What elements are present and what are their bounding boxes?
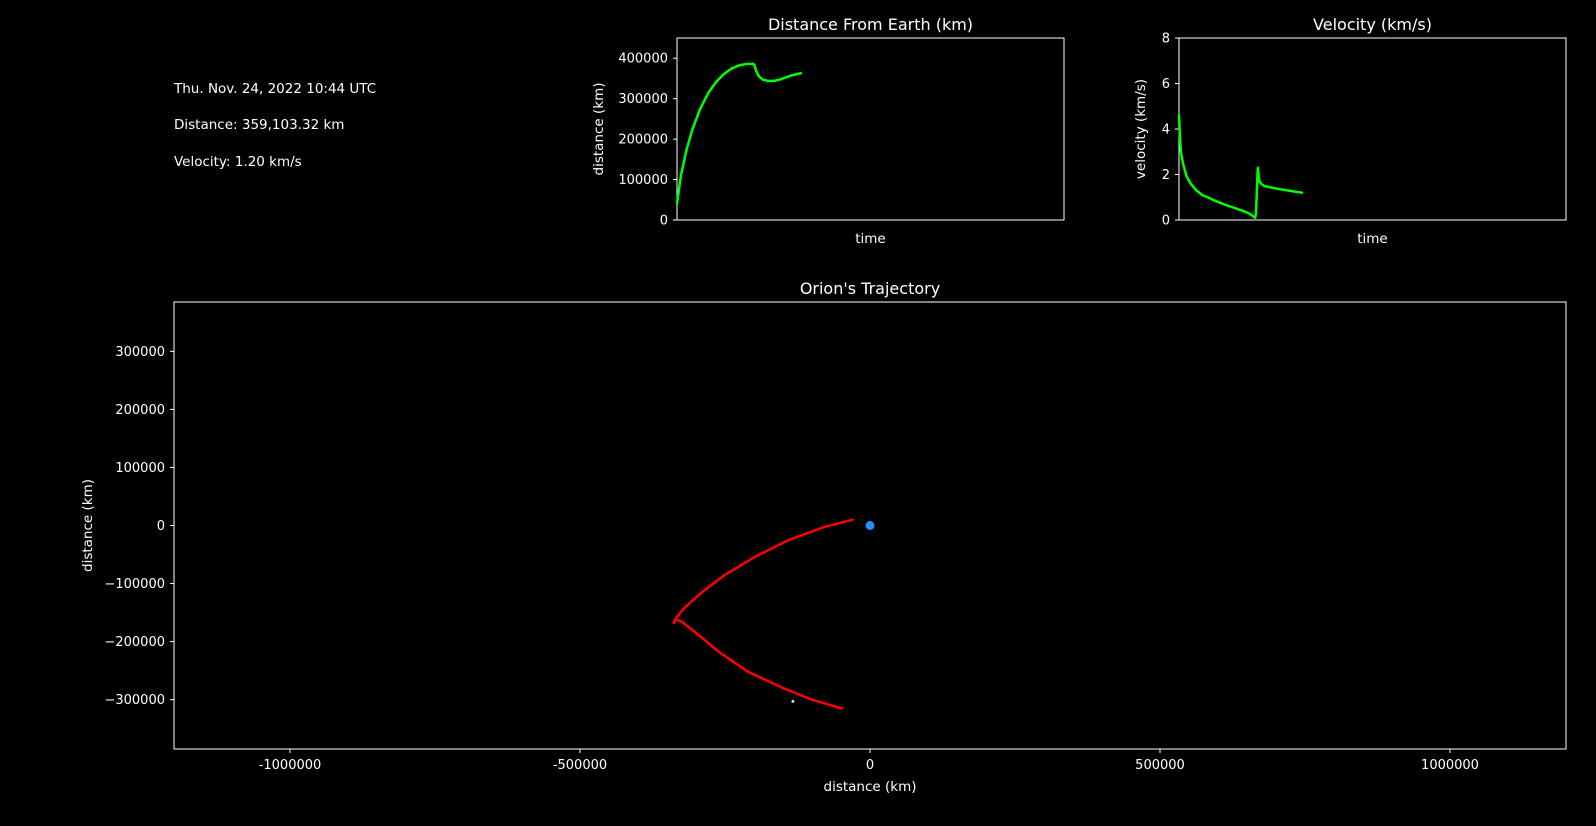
chart3-xlabel: distance (km) [824, 779, 917, 795]
chart3-ytick-label: −200000 [104, 635, 165, 650]
chart2-series-line [1177, 114, 1304, 219]
chart3-ytick-label: −100000 [104, 577, 165, 592]
date-text: Thu. Nov. 24, 2022 10:44 UTC [174, 81, 377, 97]
chart2-ylabel: velocity (km/s) [1133, 79, 1149, 179]
chart3-xtick-label: 0 [866, 758, 874, 773]
chart2-ytick-label: 0 [1162, 214, 1170, 229]
chart1-ytick-label: 200000 [618, 133, 668, 148]
chart3-series-line [672, 518, 854, 710]
chart2-ytick-label: 8 [1162, 32, 1170, 47]
chart1-ytick-label: 300000 [618, 92, 668, 107]
chart1-ylabel: distance (km) [591, 83, 607, 176]
chart3-ytick-label: 200000 [115, 403, 165, 418]
chart3-ytick-label: 300000 [115, 345, 165, 360]
chart3-xtick-label: -1000000 [259, 758, 322, 773]
chart2-xlabel: time [1357, 231, 1388, 247]
chart1-ytick-label: 100000 [618, 173, 668, 188]
distance-readout: Distance: 359,103.32 km [174, 117, 345, 133]
chart3-ytick-label: −300000 [104, 693, 165, 708]
chart3-xtick-label: 1000000 [1421, 758, 1479, 773]
chart1-xlabel: time [855, 231, 886, 247]
chart3-title: Orion's Trajectory [800, 279, 940, 298]
earth-marker [865, 521, 875, 530]
moon-marker [791, 699, 795, 703]
chart2-ytick-label: 2 [1162, 168, 1170, 183]
chart2-frame [1178, 37, 1567, 221]
chart1-frame [676, 37, 1065, 221]
chart3-ylabel: distance (km) [80, 479, 96, 572]
chart3-ytick-label: 100000 [115, 461, 165, 476]
chart1-ytick-label: 0 [660, 214, 668, 229]
chart1-series-line [675, 62, 803, 206]
chart3-xtick-label: 500000 [1135, 758, 1185, 773]
chart1-title: Distance From Earth (km) [768, 15, 973, 34]
chart2-title: Velocity (km/s) [1313, 15, 1432, 34]
chart1-ytick-label: 400000 [618, 52, 668, 67]
chart3-xtick-label: -500000 [553, 758, 607, 773]
chart2-ytick-label: 6 [1162, 77, 1170, 92]
velocity-readout: Velocity: 1.20 km/s [174, 154, 302, 170]
chart2-ytick-label: 4 [1162, 123, 1170, 138]
chart3-ytick-label: 0 [157, 519, 165, 534]
